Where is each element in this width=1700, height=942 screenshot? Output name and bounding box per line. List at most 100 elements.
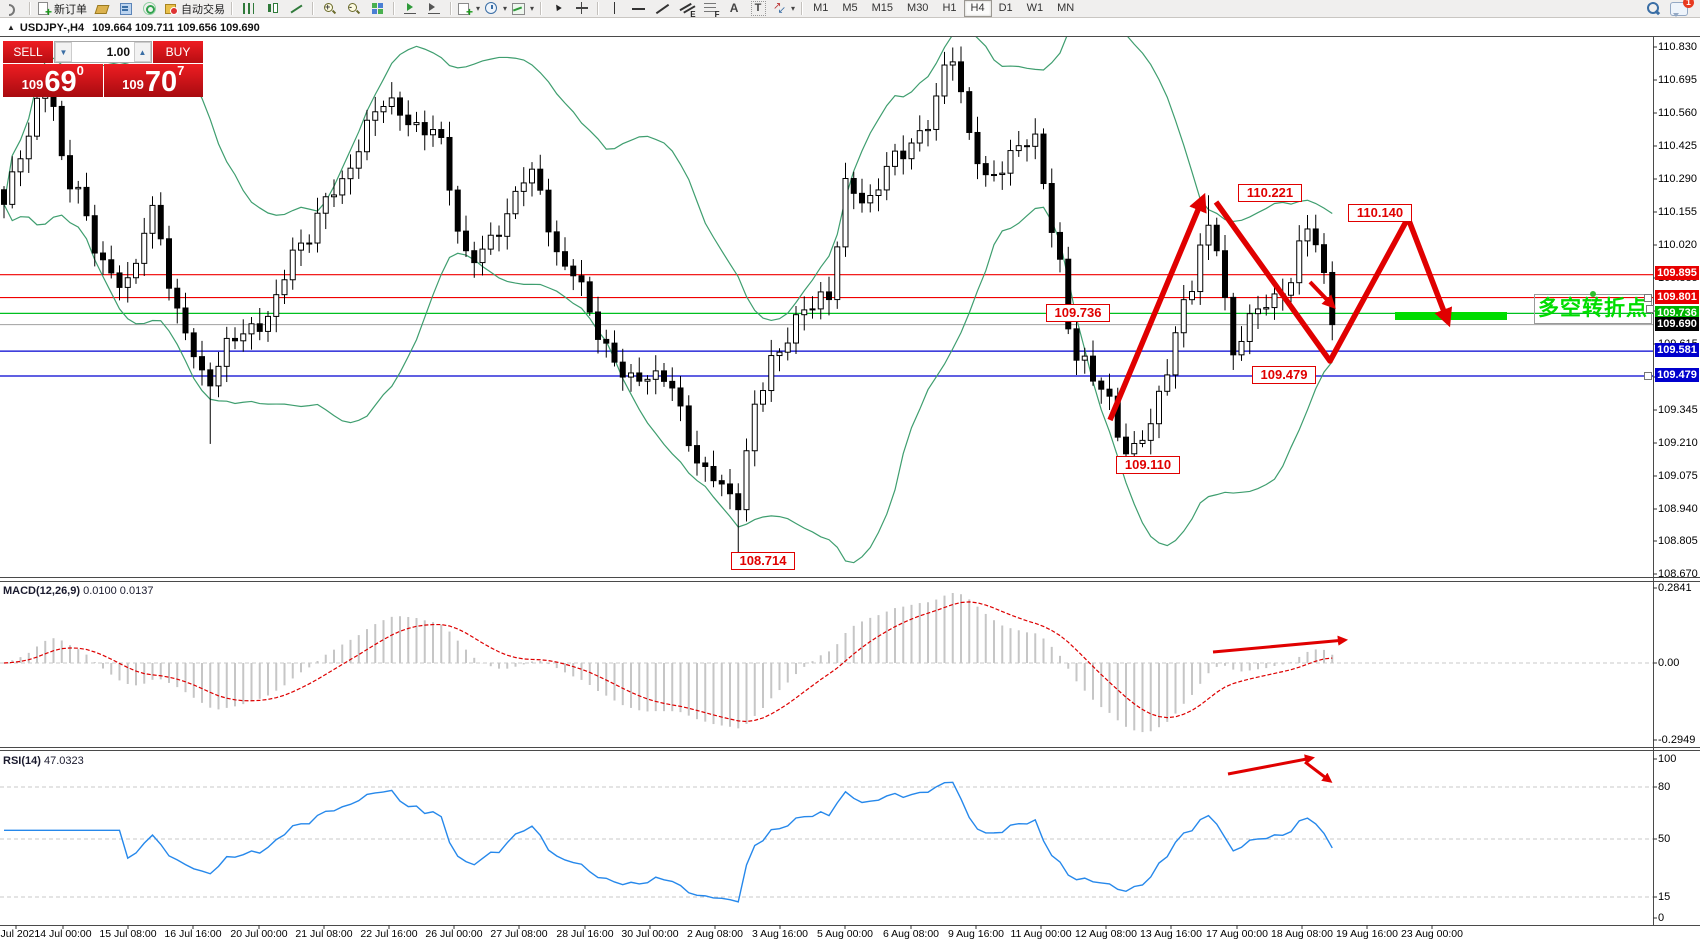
signals-icon[interactable] <box>137 1 161 17</box>
chat-icon[interactable]: 1 <box>1670 0 1694 17</box>
tile-windows-icon[interactable] <box>365 1 389 17</box>
line-chart-icon <box>289 1 304 16</box>
templates-icon[interactable]: ▾ <box>509 1 536 17</box>
timeframe-button-m1[interactable]: M1 <box>813 2 829 14</box>
turning-point-highlight-bar[interactable] <box>1395 312 1507 320</box>
line-chart-icon[interactable] <box>284 1 308 17</box>
navigator-icon <box>118 1 133 16</box>
annotation-handle[interactable] <box>1646 305 1654 313</box>
arrows-icon[interactable]: ▾ <box>770 1 797 17</box>
search-icon[interactable] <box>1645 1 1660 16</box>
trend-arrow-3[interactable] <box>1405 217 1453 328</box>
fibonacci-icon[interactable]: F <box>698 1 722 19</box>
annotation-price-label[interactable]: 110.221 <box>1238 184 1302 202</box>
annotation-price-label[interactable]: 110.140 <box>1348 204 1412 222</box>
date-axis-label: 6 Aug 08:00 <box>882 928 940 940</box>
price-badge: 109.581 <box>1655 343 1699 357</box>
rsi-arrow-1[interactable] <box>1227 754 1316 776</box>
price-axis-tick: 110.830 <box>1658 41 1697 53</box>
fibonacci-icon: F <box>703 1 720 19</box>
main-chart-plot[interactable] <box>1 0 1336 564</box>
hline-handle-109479[interactable] <box>1644 372 1652 380</box>
cursor-icon <box>550 1 565 16</box>
timeframe-button-h4[interactable]: H4 <box>963 0 992 17</box>
chart-shift-icon[interactable] <box>422 1 446 17</box>
add-indicator-icon[interactable]: ▾ <box>455 1 482 19</box>
trend-arrow-2[interactable] <box>1213 200 1411 364</box>
sell-price-display[interactable]: 109 69 0 <box>3 64 103 97</box>
volume-input[interactable] <box>72 42 134 62</box>
zoom-out-icon[interactable]: - <box>341 1 365 17</box>
text-icon: A <box>727 1 742 16</box>
market-watch-icon[interactable] <box>89 1 113 17</box>
annotation-price-label[interactable]: 109.736 <box>1046 304 1110 322</box>
turning-point-annotation[interactable]: 多空转折点 <box>1534 291 1652 324</box>
toolbar-separator <box>312 2 313 15</box>
timeframe-button-m5[interactable]: M5 <box>842 2 858 14</box>
timeframe-button-m30[interactable]: M30 <box>907 2 929 14</box>
price-badge: 109.895 <box>1655 266 1699 280</box>
crosshair-icon[interactable] <box>569 1 593 17</box>
buy-button[interactable]: BUY <box>153 41 203 63</box>
chevron-down-icon: ▾ <box>791 4 796 13</box>
trend-arrow-1[interactable] <box>1107 192 1207 422</box>
hline-handle-109801[interactable] <box>1644 294 1652 302</box>
horizontal-line-icon[interactable] <box>626 1 650 17</box>
sell-button[interactable]: SELL <box>3 41 53 63</box>
timeframe-button-m15[interactable]: M15 <box>871 2 894 14</box>
sell-price-point: 0 <box>76 63 84 78</box>
date-axis-label: 3 Aug 16:00 <box>751 928 809 940</box>
date-axis-label: 2 Aug 08:00 <box>686 928 744 940</box>
bollinger-upper-band <box>3 37 1333 322</box>
auto-scroll-icon <box>403 1 418 16</box>
rsi-scale-tick: 50 <box>1658 833 1671 845</box>
timeframe-button-mn[interactable]: MN <box>1057 2 1075 14</box>
bar-chart-icon[interactable] <box>236 1 260 17</box>
toolbar-separator <box>231 2 232 15</box>
cursor-icon[interactable] <box>545 1 569 17</box>
macd-arrow[interactable] <box>1212 635 1349 654</box>
periods-icon[interactable]: ▾ <box>482 1 509 17</box>
date-axis-label: 17 Aug 00:00 <box>1206 928 1268 940</box>
trend-arrow-4[interactable] <box>1308 280 1336 309</box>
buy-price-point: 7 <box>177 63 185 78</box>
rsi-arrow-2[interactable] <box>1304 760 1333 783</box>
trendline-icon[interactable] <box>650 1 674 17</box>
buy-price-display[interactable]: 109 70 7 <box>103 63 203 97</box>
volume-decrease-button[interactable]: ▼ <box>55 42 72 62</box>
volume-stepper: ▼ ▲ <box>54 41 152 63</box>
equidistant-channel-icon: E <box>679 1 695 19</box>
timeframe-button-h1[interactable]: H1 <box>942 2 957 14</box>
chart-window-icon: ▲ <box>7 23 15 32</box>
text-icon[interactable]: A <box>722 1 746 17</box>
annotation-price-label[interactable]: 108.714 <box>731 552 795 570</box>
navigator-icon[interactable] <box>113 1 137 17</box>
new-order-button[interactable]: 新订单 <box>34 1 89 19</box>
volume-increase-button[interactable]: ▲ <box>134 42 151 62</box>
zoom-in-icon[interactable]: + <box>317 1 341 17</box>
annotation-price-label[interactable]: 109.110 <box>1116 456 1180 474</box>
date-axis-label: 19 Aug 16:00 <box>1336 928 1398 940</box>
zoom-out-icon: - <box>346 1 361 16</box>
fibonacci-icon-letter: F <box>714 10 720 19</box>
clipped-icon[interactable] <box>1 1 25 17</box>
annotation-anchor-dot[interactable] <box>1590 291 1596 297</box>
annotation-price-label[interactable]: 109.479 <box>1252 366 1316 384</box>
vertical-line-icon[interactable] <box>602 1 626 17</box>
crosshair-icon <box>574 1 589 16</box>
price-axis-tick: 110.290 <box>1658 173 1697 185</box>
rsi-scale-tick: 15 <box>1658 891 1671 903</box>
date-axis-label: 11 Aug 00:00 <box>1010 928 1072 940</box>
timeframe-button-w1[interactable]: W1 <box>1026 2 1044 14</box>
text-label-icon[interactable]: T <box>746 1 770 17</box>
timeframe-button-d1[interactable]: D1 <box>998 2 1013 14</box>
date-axis-label: 12 Aug 08:00 <box>1075 928 1137 940</box>
autotrading-button[interactable]: 自动交易 <box>161 1 227 17</box>
equidistant-channel-icon[interactable]: E <box>674 1 698 19</box>
price-badge: 109.801 <box>1655 290 1699 304</box>
auto-scroll-icon[interactable] <box>398 1 422 17</box>
candlestick-chart-icon[interactable] <box>260 1 284 17</box>
price-axis-tick: 110.425 <box>1658 140 1697 152</box>
